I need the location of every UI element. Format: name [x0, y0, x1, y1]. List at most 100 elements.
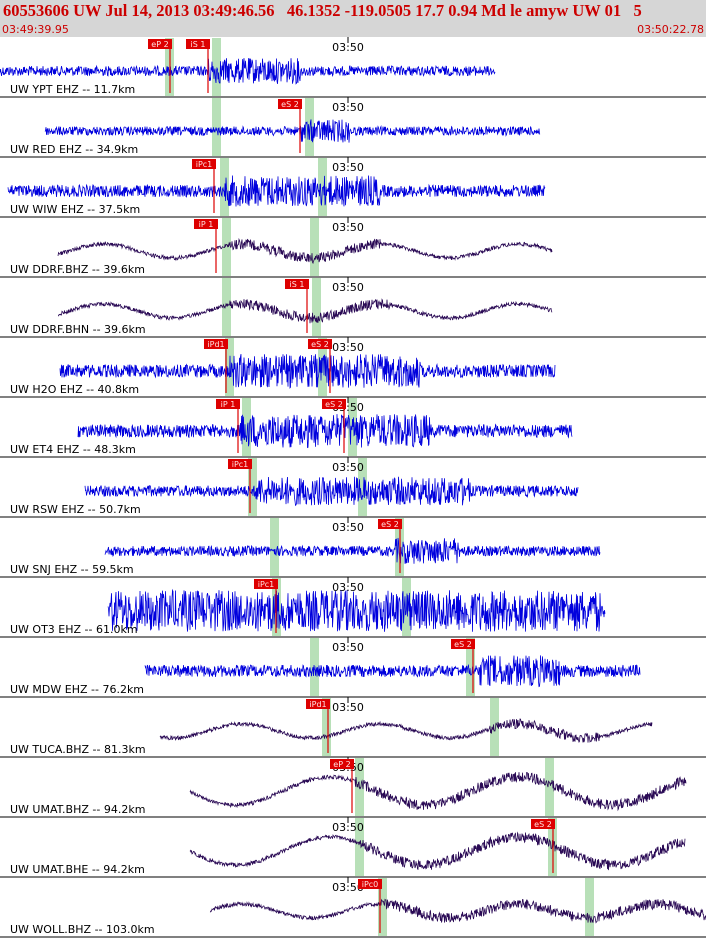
- pick-flag[interactable]: [330, 759, 354, 769]
- trace-row[interactable]: 03:50 iPd1 UW TUCA.BHZ -- 81.3km: [0, 696, 706, 756]
- station-label: UW DDRF.BHN -- 39.6km: [10, 323, 146, 336]
- trace-row[interactable]: 03:50 iPc1 UW WIW EHZ -- 37.5km: [0, 156, 706, 216]
- phase-window: [248, 458, 257, 516]
- pick-flag[interactable]: [204, 339, 228, 349]
- phase-window: [270, 518, 279, 576]
- waveform: [0, 58, 496, 85]
- time-tick-label: 03:50: [332, 821, 364, 834]
- trace-row[interactable]: 03:50 iPd1 eS 2 UW H2O EHZ -- 40.8km: [0, 336, 706, 396]
- phase-window: [318, 158, 327, 216]
- pick-label: iPc1: [258, 580, 275, 589]
- time-tick-label: 03:50: [332, 461, 364, 474]
- waveform: [189, 772, 687, 812]
- station-label: UW TUCA.BHZ -- 81.3km: [10, 743, 146, 756]
- pick-flag[interactable]: [254, 579, 278, 589]
- pick-label: iPc1: [196, 160, 213, 169]
- trace-row[interactable]: 03:50 iS 1 UW DDRF.BHN -- 39.6km: [0, 276, 706, 336]
- trace-row[interactable]: 03:50 iPc1 UW OT3 EHZ -- 61.0km: [0, 576, 706, 636]
- station-label: UW YPT EHZ -- 11.7km: [10, 83, 135, 96]
- station-label: UW MDW EHZ -- 76.2km: [10, 683, 144, 696]
- time-tick-label: 03:50: [332, 161, 364, 174]
- station-label: UW UMAT.BHZ -- 94.2km: [10, 803, 145, 816]
- waveform: [104, 537, 601, 564]
- phase-window: [310, 218, 319, 276]
- time-tick-label: 03:50: [332, 701, 364, 714]
- time-tick-label: 03:50: [332, 101, 364, 114]
- pick-flag[interactable]: [192, 159, 216, 169]
- station-label: UW WIW EHZ -- 37.5km: [10, 203, 140, 216]
- phase-window: [305, 98, 314, 156]
- phase-window: [312, 278, 321, 336]
- time-tick-label: 03:50: [332, 581, 364, 594]
- phase-window: [322, 698, 331, 756]
- phase-window: [242, 398, 251, 456]
- phase-window: [585, 878, 594, 936]
- phase-window: [466, 638, 475, 696]
- pick-label: iPd1: [207, 340, 224, 349]
- phase-window: [358, 458, 367, 516]
- waveform: [58, 298, 553, 324]
- event-title: 60553606 UW Jul 14, 2013 03:49:46.56 46.…: [3, 1, 642, 20]
- phase-window: [212, 38, 221, 96]
- pick-flag[interactable]: [322, 399, 346, 409]
- pick-flag[interactable]: [216, 399, 240, 409]
- pick-label: eP 2: [151, 40, 168, 49]
- pick-flag[interactable]: [306, 699, 330, 709]
- pick-flag[interactable]: [186, 39, 210, 49]
- pick-label: iP 1: [199, 220, 214, 229]
- waveform: [59, 354, 556, 389]
- pick-label: eS 2: [454, 640, 472, 649]
- pick-flag[interactable]: [451, 639, 475, 649]
- time-tick-label: 03:50: [332, 221, 364, 234]
- trace-row[interactable]: 03:50 eS 2 UW RED EHZ -- 34.9km: [0, 96, 706, 156]
- trace-row[interactable]: 03:50 eS 2 UW UMAT.BHE -- 94.2km: [0, 816, 706, 876]
- waveform: [209, 898, 706, 924]
- pick-flag[interactable]: [378, 519, 402, 529]
- waveform: [77, 414, 573, 449]
- station-label: UW RED EHZ -- 34.9km: [10, 143, 138, 156]
- waveform: [107, 588, 606, 632]
- phase-window: [212, 98, 221, 156]
- trace-row[interactable]: 03:50 eP 2 iS 1 UW YPT EHZ -- 11.7km: [0, 37, 496, 96]
- trace-row[interactable]: 03:50 iPc1 UW RSW EHZ -- 50.7km: [0, 456, 706, 516]
- phase-window: [545, 758, 554, 816]
- pick-flag[interactable]: [278, 99, 302, 109]
- trace-row[interactable]: 03:50 eS 2 UW MDW EHZ -- 76.2km: [0, 636, 706, 696]
- pick-label: iPc0: [362, 880, 379, 889]
- pick-flag[interactable]: [358, 879, 382, 889]
- pick-label: iP 1: [221, 400, 236, 409]
- trace-row[interactable]: 03:50 iP 1 UW DDRF.BHZ -- 39.6km: [0, 216, 706, 276]
- time-tick-label: 03:50: [332, 521, 364, 534]
- pick-label: eS 2: [381, 520, 399, 529]
- station-label: UW WOLL.BHZ -- 103.0km: [10, 923, 155, 936]
- station-label: UW OT3 EHZ -- 61.0km: [10, 623, 138, 636]
- pick-flag[interactable]: [194, 219, 218, 229]
- station-label: UW UMAT.BHE -- 94.2km: [10, 863, 145, 876]
- phase-window: [355, 818, 364, 876]
- pick-flag[interactable]: [228, 459, 252, 469]
- phase-window: [378, 878, 387, 936]
- pick-flag[interactable]: [285, 279, 309, 289]
- phase-window: [490, 698, 499, 756]
- pick-label: iS 1: [290, 280, 305, 289]
- event-header: 60553606 UW Jul 14, 2013 03:49:46.56 46.…: [0, 0, 706, 37]
- pick-label: eS 2: [281, 100, 299, 109]
- phase-window: [222, 278, 231, 336]
- waveform: [189, 831, 686, 871]
- start-time: 03:49:39.95: [2, 23, 69, 36]
- trace-row[interactable]: 03:50 eS 2 UW SNJ EHZ -- 59.5km: [0, 516, 706, 576]
- pick-flag[interactable]: [531, 819, 555, 829]
- waveform: [7, 175, 546, 207]
- waveform: [84, 476, 579, 507]
- end-time: 03:50:22.78: [637, 23, 704, 36]
- waveform: [44, 119, 541, 143]
- time-tick-label: 03:50: [332, 641, 364, 654]
- pick-flag[interactable]: [308, 339, 332, 349]
- station-label: UW ET4 EHZ -- 48.3km: [10, 443, 136, 456]
- pick-label: eS 2: [325, 400, 343, 409]
- pick-flag[interactable]: [148, 39, 172, 49]
